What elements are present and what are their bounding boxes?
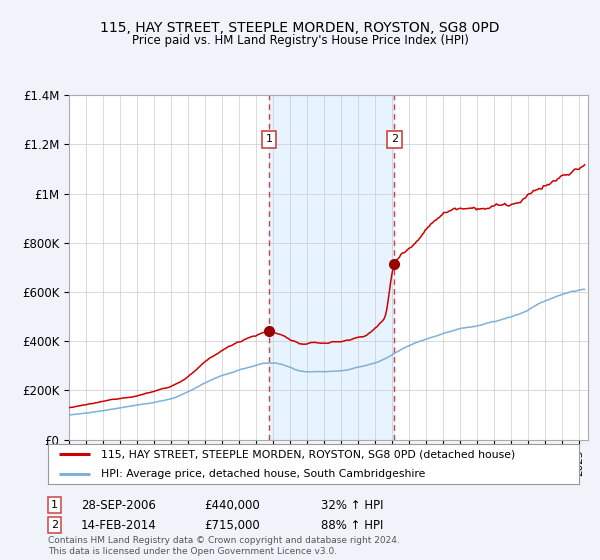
Text: £440,000: £440,000 (204, 498, 260, 512)
Text: 88% ↑ HPI: 88% ↑ HPI (321, 519, 383, 532)
Text: Price paid vs. HM Land Registry's House Price Index (HPI): Price paid vs. HM Land Registry's House … (131, 34, 469, 46)
Text: 32% ↑ HPI: 32% ↑ HPI (321, 498, 383, 512)
Text: 2: 2 (391, 134, 398, 144)
Text: 14-FEB-2014: 14-FEB-2014 (81, 519, 157, 532)
Text: Contains HM Land Registry data © Crown copyright and database right 2024.
This d: Contains HM Land Registry data © Crown c… (48, 536, 400, 556)
Text: 2: 2 (51, 520, 58, 530)
Text: £715,000: £715,000 (204, 519, 260, 532)
Text: 115, HAY STREET, STEEPLE MORDEN, ROYSTON, SG8 0PD (detached house): 115, HAY STREET, STEEPLE MORDEN, ROYSTON… (101, 449, 515, 459)
Text: HPI: Average price, detached house, South Cambridgeshire: HPI: Average price, detached house, Sout… (101, 469, 425, 479)
Text: 28-SEP-2006: 28-SEP-2006 (81, 498, 156, 512)
Bar (269, 95, 394, 440)
Text: 115, HAY STREET, STEEPLE MORDEN, ROYSTON, SG8 0PD: 115, HAY STREET, STEEPLE MORDEN, ROYSTON… (100, 21, 500, 35)
Text: 1: 1 (51, 500, 58, 510)
Text: 1: 1 (265, 134, 272, 144)
